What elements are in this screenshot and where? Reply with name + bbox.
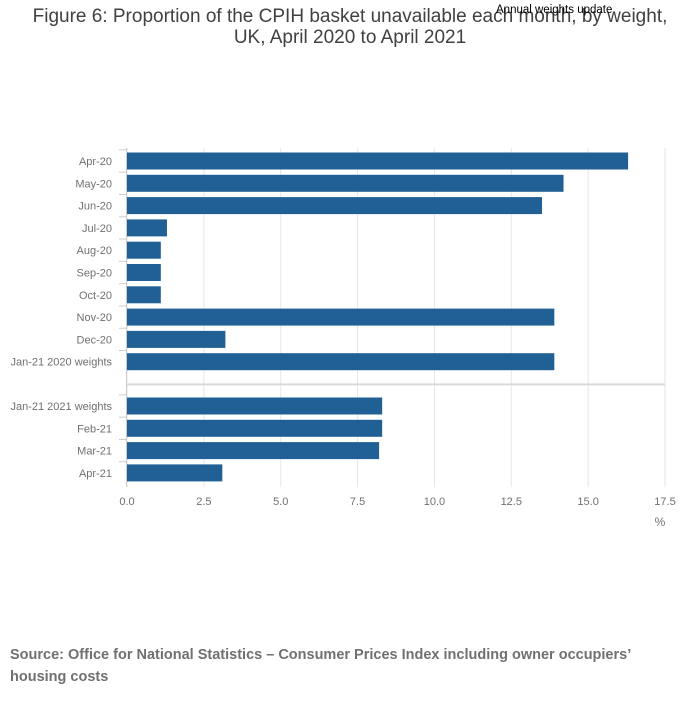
x-tick-label: 12.5 (501, 496, 522, 508)
bar (127, 241, 161, 259)
x-tick-label: 17.5 (654, 496, 675, 508)
bar (127, 397, 383, 415)
x-tick-label: 15.0 (577, 496, 598, 508)
category-label: Oct-20 (79, 290, 112, 302)
category-label: Jan-21 2021 weights (10, 401, 112, 413)
category-label: Dec-20 (77, 334, 112, 346)
category-label: Jul-20 (82, 223, 112, 235)
bar (127, 330, 226, 348)
source-note: Source: Office for National Statistics –… (10, 647, 631, 685)
x-tick-label: 7.5 (350, 496, 365, 508)
bar (127, 308, 555, 326)
category-label: May-20 (75, 178, 112, 190)
x-tick-label: 0.0 (119, 496, 134, 508)
bar (127, 442, 380, 460)
category-label: Jan-21 2020 weights (10, 357, 112, 369)
x-tick-label: 5.0 (273, 496, 288, 508)
x-tick-label: 10.0 (424, 496, 445, 508)
category-label: Aug-20 (77, 245, 112, 257)
bar (127, 419, 383, 437)
category-label: Jun-20 (78, 201, 112, 213)
category-label: Feb-21 (77, 423, 112, 435)
category-label: Nov-20 (77, 312, 112, 324)
x-axis-label: % (655, 515, 666, 529)
bar (127, 152, 629, 170)
category-label: Apr-20 (79, 156, 112, 168)
category-label: Mar-21 (77, 446, 112, 458)
category-label: Apr-21 (79, 468, 112, 480)
chart-title: Figure 6: Proportion of the CPIH basket … (32, 6, 668, 48)
category-label: Sep-20 (77, 268, 112, 280)
x-tick-label: 2.5 (196, 496, 211, 508)
bar (127, 286, 161, 304)
bar (127, 197, 543, 215)
annotation-label: Annual weights update (496, 4, 613, 16)
bar (127, 464, 223, 482)
bar (127, 264, 161, 281)
bar (127, 174, 564, 192)
bar (127, 353, 555, 371)
bar (127, 219, 167, 237)
